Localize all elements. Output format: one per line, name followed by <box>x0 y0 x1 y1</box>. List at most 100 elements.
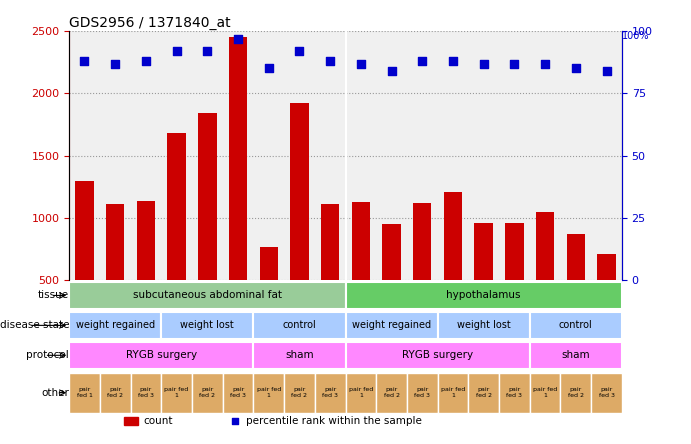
Bar <box>444 192 462 343</box>
Text: pair fed
1: pair fed 1 <box>164 387 189 398</box>
Text: hypothalamus: hypothalamus <box>446 290 521 301</box>
FancyBboxPatch shape <box>69 282 346 309</box>
Bar <box>167 133 186 343</box>
Text: pair
fed 1: pair fed 1 <box>77 387 93 398</box>
Point <box>110 60 121 67</box>
Point <box>448 57 459 64</box>
FancyBboxPatch shape <box>530 342 622 369</box>
Text: control: control <box>559 321 593 330</box>
Text: 100%: 100% <box>622 31 650 41</box>
Point <box>232 35 243 42</box>
Bar <box>137 201 155 343</box>
Bar <box>290 103 309 343</box>
Text: count: count <box>144 416 173 426</box>
Text: RYGB surgery: RYGB surgery <box>126 350 197 361</box>
Bar <box>198 113 216 343</box>
FancyBboxPatch shape <box>560 373 591 413</box>
FancyBboxPatch shape <box>192 373 223 413</box>
FancyBboxPatch shape <box>499 373 530 413</box>
FancyBboxPatch shape <box>346 342 530 369</box>
Text: pair
fed 3: pair fed 3 <box>415 387 430 398</box>
Point <box>171 48 182 55</box>
FancyBboxPatch shape <box>69 312 161 339</box>
Point <box>540 60 551 67</box>
Text: RYGB surgery: RYGB surgery <box>402 350 473 361</box>
Text: pair fed
1: pair fed 1 <box>533 387 557 398</box>
Text: pair fed
1: pair fed 1 <box>349 387 373 398</box>
Bar <box>413 203 431 343</box>
FancyBboxPatch shape <box>223 373 254 413</box>
Text: disease state: disease state <box>0 321 69 330</box>
Text: weight lost: weight lost <box>457 321 511 330</box>
Bar <box>382 224 401 343</box>
Text: pair
fed 3: pair fed 3 <box>598 387 614 398</box>
Bar <box>229 37 247 343</box>
Point <box>325 57 336 64</box>
Point <box>202 48 213 55</box>
Bar <box>106 204 124 343</box>
Point <box>478 60 489 67</box>
Bar <box>505 223 524 343</box>
FancyBboxPatch shape <box>69 342 254 369</box>
Point <box>509 60 520 67</box>
FancyBboxPatch shape <box>161 373 192 413</box>
FancyBboxPatch shape <box>161 312 254 339</box>
FancyBboxPatch shape <box>100 373 131 413</box>
Point <box>386 67 397 75</box>
Point <box>417 57 428 64</box>
Point <box>570 65 581 72</box>
Text: weight lost: weight lost <box>180 321 234 330</box>
Text: protocol: protocol <box>26 350 69 361</box>
FancyBboxPatch shape <box>315 373 346 413</box>
FancyBboxPatch shape <box>437 312 530 339</box>
Text: sham: sham <box>285 350 314 361</box>
Point <box>263 65 274 72</box>
Text: subcutaneous abdominal fat: subcutaneous abdominal fat <box>133 290 282 301</box>
FancyBboxPatch shape <box>376 373 407 413</box>
Point <box>294 48 305 55</box>
Bar <box>260 247 278 343</box>
Text: pair
fed 2: pair fed 2 <box>107 387 123 398</box>
Bar <box>567 234 585 343</box>
Text: pair
fed 2: pair fed 2 <box>199 387 216 398</box>
Text: pair
fed 2: pair fed 2 <box>384 387 399 398</box>
Text: pair
fed 3: pair fed 3 <box>507 387 522 398</box>
Text: tissue: tissue <box>38 290 69 301</box>
Text: GDS2956 / 1371840_at: GDS2956 / 1371840_at <box>69 16 231 30</box>
FancyBboxPatch shape <box>254 342 346 369</box>
FancyBboxPatch shape <box>407 373 437 413</box>
Point <box>601 67 612 75</box>
Text: pair
fed 2: pair fed 2 <box>292 387 307 398</box>
Text: weight regained: weight regained <box>75 321 155 330</box>
Text: percentile rank within the sample: percentile rank within the sample <box>246 416 422 426</box>
Bar <box>321 204 339 343</box>
Bar <box>124 417 138 425</box>
FancyBboxPatch shape <box>346 282 622 309</box>
FancyBboxPatch shape <box>346 373 376 413</box>
Text: pair fed
1: pair fed 1 <box>256 387 281 398</box>
FancyBboxPatch shape <box>284 373 315 413</box>
FancyBboxPatch shape <box>437 373 468 413</box>
Point <box>355 60 366 67</box>
Text: sham: sham <box>562 350 590 361</box>
FancyBboxPatch shape <box>468 373 499 413</box>
FancyBboxPatch shape <box>591 373 622 413</box>
Point <box>229 418 240 425</box>
FancyBboxPatch shape <box>346 312 437 339</box>
Bar <box>475 223 493 343</box>
Text: weight regained: weight regained <box>352 321 431 330</box>
Point <box>140 57 151 64</box>
Text: control: control <box>283 321 316 330</box>
Text: pair fed
1: pair fed 1 <box>441 387 465 398</box>
Bar <box>536 212 554 343</box>
FancyBboxPatch shape <box>69 373 100 413</box>
Bar <box>75 181 94 343</box>
Text: pair
fed 2: pair fed 2 <box>475 387 492 398</box>
Text: other: other <box>41 388 69 398</box>
Bar <box>597 254 616 343</box>
FancyBboxPatch shape <box>254 312 346 339</box>
FancyBboxPatch shape <box>131 373 161 413</box>
FancyBboxPatch shape <box>530 312 622 339</box>
Point <box>79 57 90 64</box>
FancyBboxPatch shape <box>254 373 284 413</box>
